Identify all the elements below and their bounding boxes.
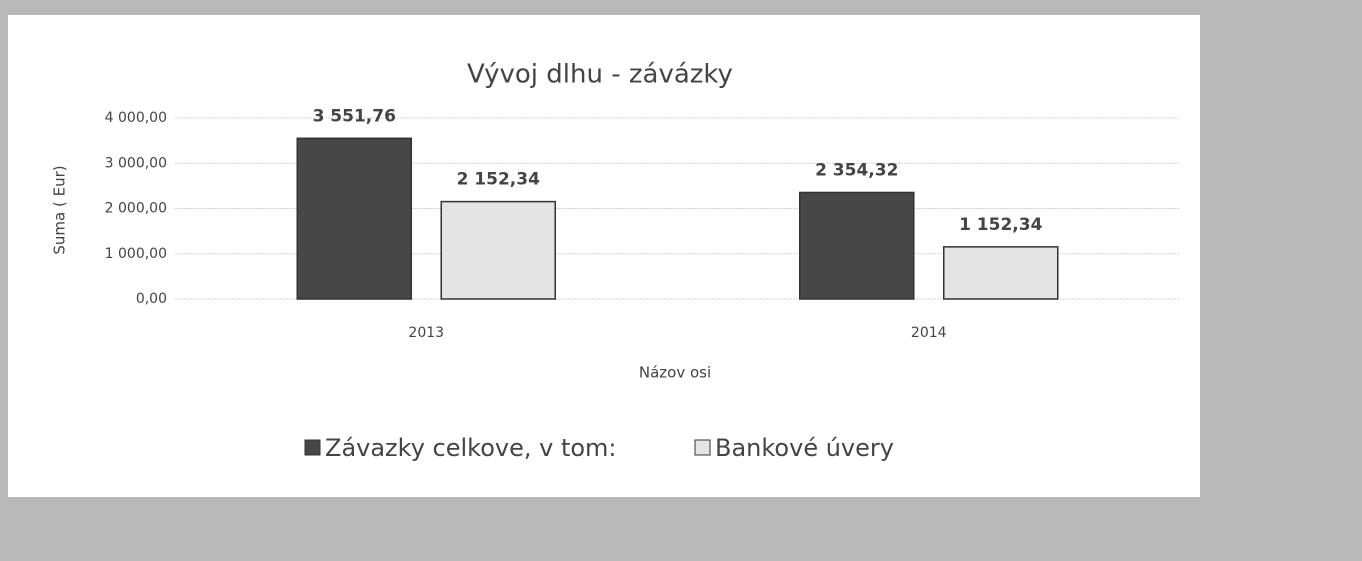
data-label: 1 152,34 — [959, 215, 1043, 235]
data-label: 2 354,32 — [815, 160, 898, 180]
bar — [943, 246, 1059, 300]
bar — [440, 200, 556, 300]
y-tick-label: 3 000,00 — [105, 155, 167, 171]
chart-title: Vývoj dlhu - závázky — [467, 60, 733, 90]
y-tick-label: 0,00 — [136, 291, 167, 307]
bar — [799, 191, 915, 300]
data-label: 3 551,76 — [313, 106, 396, 126]
y-tick-label: 1 000,00 — [105, 246, 167, 262]
legend-swatch — [304, 439, 321, 456]
legend-swatch — [694, 439, 711, 456]
x-tick-label: 2014 — [911, 325, 947, 341]
y-tick-label: 4 000,00 — [105, 110, 167, 126]
x-tick-label: 2013 — [408, 325, 444, 341]
y-tick-label: 2 000,00 — [105, 201, 167, 217]
y-axis-title: Suma ( Eur) — [51, 165, 69, 254]
legend-label: Bankové úvery — [715, 434, 894, 462]
data-label: 2 152,34 — [457, 170, 541, 190]
legend-label: Závazky celkove, v tom: — [325, 434, 617, 462]
x-axis-title: Názov osi — [639, 364, 711, 382]
bar — [296, 137, 412, 300]
